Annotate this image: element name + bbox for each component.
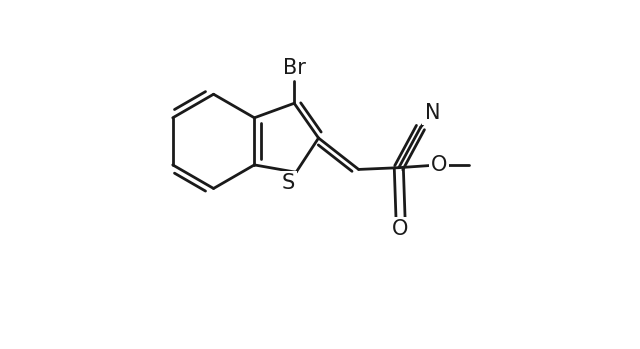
Text: O: O bbox=[431, 155, 447, 175]
Text: O: O bbox=[392, 220, 409, 239]
Text: S: S bbox=[282, 173, 295, 193]
Text: Br: Br bbox=[283, 58, 306, 79]
Text: N: N bbox=[424, 103, 440, 122]
